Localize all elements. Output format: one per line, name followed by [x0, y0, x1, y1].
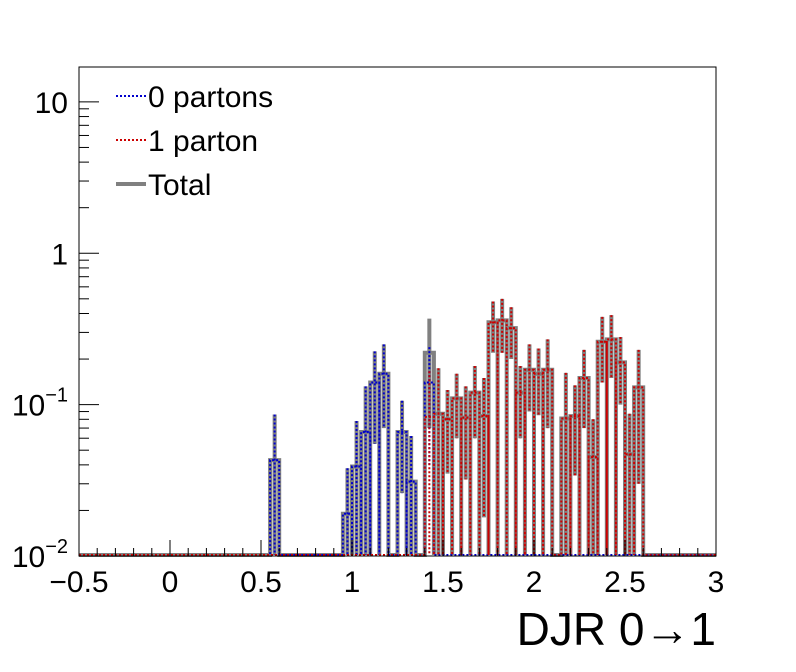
x-tick-label: 0 [162, 566, 179, 599]
x-tick-label: 1.5 [422, 566, 464, 599]
y-tick-exponent: −1 [45, 385, 68, 407]
legend-label-total: Total [148, 169, 211, 202]
legend-label-0-partons: 0 partons [148, 81, 273, 114]
histogram-line-0-partons [79, 372, 716, 556]
x-tick-label: 1 [344, 566, 361, 599]
x-tick-label: 3 [708, 566, 725, 599]
x-tick-label: −0.5 [49, 566, 108, 599]
series-1-parton [79, 298, 716, 556]
x-tick-label: 0.5 [240, 566, 282, 599]
series-0-partons [79, 344, 716, 556]
legend-label-1-parton: 1 parton [148, 125, 258, 158]
y-tick-label: 10 [35, 87, 68, 120]
legend: 0 partons 1 parton Total [116, 81, 273, 202]
histogram-line-1-parton [79, 319, 716, 556]
plot-area [79, 298, 716, 557]
x-tick-label: 2.5 [604, 566, 646, 599]
y-tick-exponent: −2 [45, 536, 68, 558]
x-tick-label: 2 [526, 566, 543, 599]
y-tick-label: 1 [51, 238, 68, 271]
y-tick-label: 10−1 [12, 385, 68, 423]
x-axis-title: DJR 0→1 [517, 603, 716, 655]
plot-frame [78, 66, 717, 557]
